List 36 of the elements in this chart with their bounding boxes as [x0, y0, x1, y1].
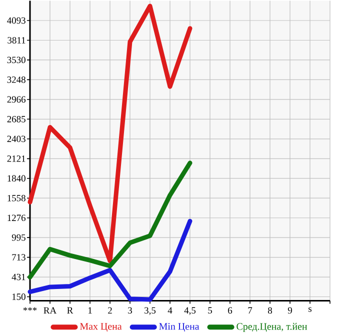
x-tick-label: R: [67, 307, 74, 314]
x-tick-label: 7: [248, 307, 252, 314]
x-tick-label: 3,5: [144, 307, 156, 316]
line-series: [28, 4, 192, 264]
y-tick-label: 2121: [7, 156, 26, 162]
y-tick-label: 2403: [7, 136, 26, 142]
x-tick-label: 5: [208, 307, 212, 314]
x-tick-label: s: [308, 307, 312, 312]
y-tick-label: 3530: [7, 56, 26, 64]
y-tick-label: 1558: [8, 195, 26, 202]
x-tick-label: 4: [168, 307, 172, 314]
legend-label: Сред.Цена, т.йен: [236, 323, 308, 332]
x-tick-label: 8: [268, 307, 272, 314]
x-tick-label: 3: [128, 307, 132, 314]
line-series: [28, 218, 192, 302]
x-tick-label: 9: [288, 307, 292, 314]
x-tick-label: ***: [23, 307, 37, 311]
y-tick-label: 431: [12, 274, 26, 280]
x-tick-label: 4,5: [184, 307, 196, 316]
y-tick-label: 2685: [7, 116, 26, 122]
x-tick-label: RA: [44, 307, 57, 314]
legend-label: Min Цена: [159, 323, 200, 332]
y-tick-label: 3811: [8, 37, 26, 44]
x-tick-label: 2: [108, 307, 112, 314]
x-tick-label: 6: [228, 307, 232, 314]
y-tick-label: 2966: [7, 96, 26, 103]
line-series: [28, 160, 192, 280]
y-tick-label: 4093: [7, 17, 26, 24]
y-tick-label: 1840: [8, 175, 26, 182]
legend-label: Max Цена: [80, 323, 122, 332]
y-tick-label: 3248: [7, 76, 26, 84]
y-tick-label: 1276: [8, 214, 26, 222]
y-tick-label: 150: [12, 294, 26, 300]
x-tick-label: 1: [88, 307, 92, 314]
y-tick-label: 713: [12, 254, 26, 261]
y-tick-label: 995: [12, 234, 26, 241]
